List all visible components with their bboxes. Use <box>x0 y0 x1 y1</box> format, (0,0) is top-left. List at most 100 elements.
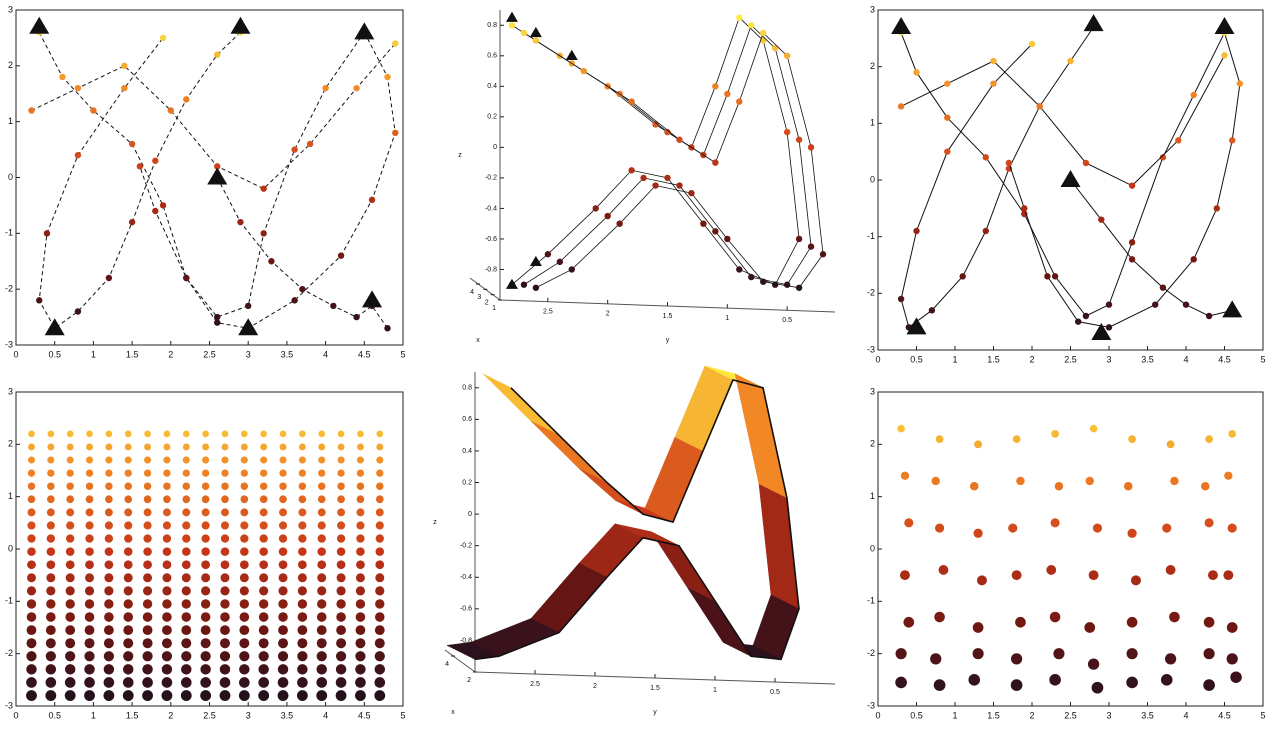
trajectory-point <box>330 303 336 309</box>
grid-point <box>125 456 132 463</box>
grid-point <box>355 638 365 648</box>
grid-point <box>106 431 113 438</box>
scatter-point <box>1092 682 1104 694</box>
grid-point <box>124 573 133 582</box>
trajectory-line <box>1009 33 1240 328</box>
grid-point <box>298 560 307 569</box>
trajectory-point <box>820 251 826 257</box>
trajectory-point <box>1052 273 1058 279</box>
grid-point <box>46 560 55 569</box>
y-tick-label: 0.2 <box>462 479 472 486</box>
trajectory-point <box>944 80 950 86</box>
grid-point <box>317 612 327 622</box>
y-tick-label: 2 <box>8 439 13 449</box>
x-tick-label: 1 <box>713 687 717 694</box>
y-tick-label: 3 <box>870 386 875 396</box>
x-tick-label: 4.5 <box>358 710 371 720</box>
grid-point <box>47 508 55 516</box>
trajectory-point <box>1106 301 1112 307</box>
trajectory-point <box>1067 58 1073 64</box>
scatter-point <box>1228 523 1237 532</box>
grid-point <box>220 651 230 661</box>
y-tick-label: -2 <box>867 288 875 298</box>
grid-point <box>104 612 114 622</box>
scatter-point <box>1224 472 1232 480</box>
scatter-point <box>1205 435 1213 443</box>
grid-point <box>162 664 172 674</box>
grid-point <box>336 612 346 622</box>
grid-point <box>65 664 75 674</box>
grid-point <box>27 534 35 542</box>
trajectory-point <box>960 273 966 279</box>
grid-point <box>375 599 384 608</box>
grid-point <box>337 560 346 569</box>
scatter-point <box>904 518 913 527</box>
grid-point <box>46 625 56 635</box>
grid-point <box>260 495 268 503</box>
depth-tick-label: 4 <box>470 289 474 296</box>
grid-point <box>66 482 74 490</box>
grid-point <box>299 456 306 463</box>
grid-point <box>239 651 249 661</box>
grid-point <box>181 651 191 661</box>
scatter-point <box>974 440 982 448</box>
grid-point <box>355 677 366 688</box>
grid-point <box>375 560 384 569</box>
y-tick-label: 0.4 <box>462 448 472 455</box>
y-tick-label: 0.8 <box>462 385 472 392</box>
scatter-point <box>1127 648 1138 659</box>
y-tick-label: 0 <box>8 172 13 182</box>
grid-point <box>240 495 248 503</box>
anchor-marker <box>354 22 374 39</box>
grid-point <box>241 431 248 438</box>
scatter-point <box>934 612 945 623</box>
grid-point <box>240 612 250 622</box>
grid-point <box>336 638 346 648</box>
grid-point <box>357 469 364 476</box>
grid-point <box>163 547 172 556</box>
grid-point <box>28 508 36 516</box>
grid-point <box>46 651 56 661</box>
grid-point <box>338 444 345 451</box>
y-tick-label: 0 <box>870 543 875 553</box>
grid-point <box>241 469 248 476</box>
scatter-point <box>1012 570 1022 580</box>
grid-point <box>258 664 268 674</box>
grid-point <box>105 482 113 490</box>
grid-point <box>202 469 209 476</box>
trajectory-point <box>983 154 989 160</box>
y-axis-label: z <box>458 152 462 159</box>
grid-point <box>298 508 306 516</box>
grid-point <box>202 508 210 516</box>
scatter-point <box>1208 570 1218 580</box>
grid-point <box>280 444 287 451</box>
scatter-point <box>1223 570 1233 580</box>
grid-point <box>124 547 133 556</box>
trajectory-point <box>152 208 158 214</box>
grid-point <box>123 625 133 635</box>
grid-point <box>337 521 345 529</box>
grid-point <box>123 612 133 622</box>
trajectory-line <box>512 18 799 285</box>
scatter-point <box>901 472 909 480</box>
grid-point <box>221 495 229 503</box>
grid-point <box>318 495 326 503</box>
x-tick-label: 3.5 <box>281 710 294 720</box>
grid-point <box>143 573 152 582</box>
trajectory-point <box>384 325 390 331</box>
trajectory-line <box>31 44 395 189</box>
x-tick-label: 2 <box>168 349 173 359</box>
scatter-point <box>1161 674 1173 686</box>
x-tick-label: 2.5 <box>1064 354 1077 364</box>
grid-point <box>357 482 365 490</box>
trajectory-point <box>664 175 670 181</box>
trajectory-point <box>628 98 634 104</box>
grid-point <box>260 508 268 516</box>
grid-point <box>356 612 366 622</box>
y-tick-label: 0 <box>8 543 13 553</box>
grid-point <box>241 482 249 490</box>
y-tick-label: 2 <box>870 61 875 71</box>
trajectory-point <box>106 275 112 281</box>
trajectory-point <box>1037 103 1043 109</box>
anchor-marker <box>1061 170 1081 187</box>
